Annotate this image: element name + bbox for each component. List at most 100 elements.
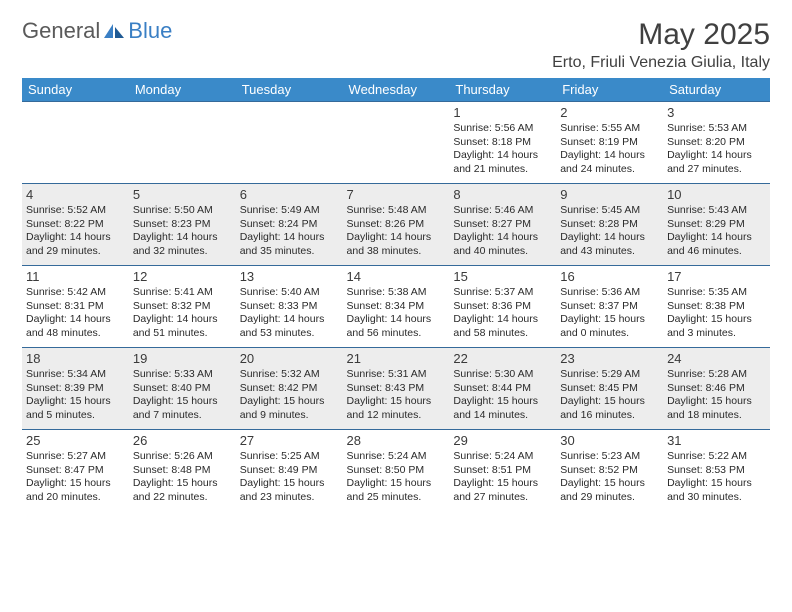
day-info: Sunrise: 5:30 AMSunset: 8:44 PMDaylight:… (453, 368, 552, 423)
weekday-header-row: SundayMondayTuesdayWednesdayThursdayFrid… (22, 78, 770, 102)
day-info: Sunrise: 5:29 AMSunset: 8:45 PMDaylight:… (560, 368, 659, 423)
calendar-cell: 15Sunrise: 5:37 AMSunset: 8:36 PMDayligh… (449, 266, 556, 348)
weekday-header: Thursday (449, 78, 556, 102)
day-info: Sunrise: 5:24 AMSunset: 8:50 PMDaylight:… (347, 450, 446, 505)
calendar-cell: 27 Sunrise: 5:25 AMSunset: 8:49 PMDayligh… (236, 430, 343, 512)
day-number: 9 (560, 187, 659, 202)
day-info: Sunrise: 5:43 AMSunset: 8:29 PMDaylight:… (667, 204, 766, 259)
day-number: 6 (240, 187, 339, 202)
day-info: Sunrise: 5:26 AMSunset: 8:48 PMDaylight:… (133, 450, 232, 505)
day-info: Sunrise: 5:50 AMSunset: 8:23 PMDaylight:… (133, 204, 232, 259)
calendar-cell: 29 Sunrise: 5:24 AMSunset: 8:51 PMDayligh… (449, 430, 556, 512)
calendar-cell: 23 Sunrise: 5:29 AMSunset: 8:45 PMDayligh… (556, 348, 663, 430)
day-number: 19 (133, 351, 232, 366)
weekday-header: Wednesday (343, 78, 450, 102)
day-number: 11 (26, 269, 125, 284)
calendar-cell: 4 Sunrise: 5:52 AMSunset: 8:22 PMDaylight… (22, 184, 129, 266)
calendar-cell (236, 102, 343, 184)
calendar-cell: 12 Sunrise: 5:41 AMSunset: 8:32 PMDayligh… (129, 266, 236, 348)
location-text: Erto, Friuli Venezia Giulia, Italy (552, 54, 770, 72)
day-number: 27 (240, 433, 339, 448)
day-number: 1 (453, 105, 552, 120)
calendar-row: 11 Sunrise: 5:42 AMSunset: 8:31 PMDayligh… (22, 266, 770, 348)
day-number: 16 (560, 269, 659, 284)
day-number: 31 (667, 433, 766, 448)
header: General Blue May 2025 Erto, Friuli Venez… (22, 18, 770, 72)
day-info: Sunrise: 5:35 AMSunset: 8:38 PMDaylight:… (667, 286, 766, 341)
day-number: 24 (667, 351, 766, 366)
day-number: 3 (667, 105, 766, 120)
calendar-cell: 21 Sunrise: 5:31 AMSunset: 8:43 PMDayligh… (343, 348, 450, 430)
logo-text-blue: Blue (128, 18, 172, 43)
day-number: 18 (26, 351, 125, 366)
day-info: Sunrise: 5:22 AMSunset: 8:53 PMDaylight:… (667, 450, 766, 505)
day-number: 10 (667, 187, 766, 202)
weekday-header: Friday (556, 78, 663, 102)
calendar-cell: 22 Sunrise: 5:30 AMSunset: 8:44 PMDayligh… (449, 348, 556, 430)
day-number: 29 (453, 433, 552, 448)
calendar-cell: 8Sunrise: 5:46 AMSunset: 8:27 PMDaylight… (449, 184, 556, 266)
calendar-row: 18Sunrise: 5:34 AMSunset: 8:39 PMDayligh… (22, 348, 770, 430)
title-block: May 2025 Erto, Friuli Venezia Giulia, It… (552, 18, 770, 72)
calendar-cell: 14Sunrise: 5:38 AMSunset: 8:34 PMDayligh… (343, 266, 450, 348)
day-info: Sunrise: 5:23 AMSunset: 8:52 PMDaylight:… (560, 450, 659, 505)
day-number: 28 (347, 433, 446, 448)
logo-sail-icon (102, 22, 126, 40)
calendar-cell (22, 102, 129, 184)
calendar-cell: 5 Sunrise: 5:50 AMSunset: 8:23 PMDaylight… (129, 184, 236, 266)
calendar-row: 1 Sunrise: 5:56 AMSunset: 8:18 PMDaylight… (22, 102, 770, 184)
calendar-cell: 24Sunrise: 5:28 AMSunset: 8:46 PMDayligh… (663, 348, 770, 430)
day-number: 4 (26, 187, 125, 202)
logo-text-general: General (22, 18, 100, 44)
day-number: 22 (453, 351, 552, 366)
weekday-header: Monday (129, 78, 236, 102)
day-info: Sunrise: 5:49 AMSunset: 8:24 PMDaylight:… (240, 204, 339, 259)
calendar-cell: 2 Sunrise: 5:55 AMSunset: 8:19 PMDaylight… (556, 102, 663, 184)
calendar-row: 25 Sunrise: 5:27 AMSunset: 8:47 PMDayligh… (22, 430, 770, 512)
calendar-row: 4 Sunrise: 5:52 AMSunset: 8:22 PMDaylight… (22, 184, 770, 266)
calendar-cell: 11 Sunrise: 5:42 AMSunset: 8:31 PMDayligh… (22, 266, 129, 348)
day-info: Sunrise: 5:55 AMSunset: 8:19 PMDaylight:… (560, 122, 659, 177)
day-info: Sunrise: 5:41 AMSunset: 8:32 PMDaylight:… (133, 286, 232, 341)
day-number: 23 (560, 351, 659, 366)
day-number: 13 (240, 269, 339, 284)
calendar-body: 1 Sunrise: 5:56 AMSunset: 8:18 PMDaylight… (22, 102, 770, 512)
page-title: May 2025 (552, 18, 770, 52)
logo: General Blue (22, 18, 172, 44)
day-number: 2 (560, 105, 659, 120)
day-number: 20 (240, 351, 339, 366)
calendar-cell: 28 Sunrise: 5:24 AMSunset: 8:50 PMDayligh… (343, 430, 450, 512)
weekday-header: Saturday (663, 78, 770, 102)
day-info: Sunrise: 5:25 AMSunset: 8:49 PMDaylight:… (240, 450, 339, 505)
weekday-header: Tuesday (236, 78, 343, 102)
calendar-cell: 18Sunrise: 5:34 AMSunset: 8:39 PMDayligh… (22, 348, 129, 430)
day-number: 15 (453, 269, 552, 284)
day-number: 30 (560, 433, 659, 448)
calendar-cell: 7 Sunrise: 5:48 AMSunset: 8:26 PMDaylight… (343, 184, 450, 266)
day-info: Sunrise: 5:48 AMSunset: 8:26 PMDaylight:… (347, 204, 446, 259)
day-number: 25 (26, 433, 125, 448)
day-info: Sunrise: 5:56 AMSunset: 8:18 PMDaylight:… (453, 122, 552, 177)
day-info: Sunrise: 5:42 AMSunset: 8:31 PMDaylight:… (26, 286, 125, 341)
calendar-cell: 6 Sunrise: 5:49 AMSunset: 8:24 PMDaylight… (236, 184, 343, 266)
day-number: 21 (347, 351, 446, 366)
calendar-cell: 26 Sunrise: 5:26 AMSunset: 8:48 PMDayligh… (129, 430, 236, 512)
calendar-table: SundayMondayTuesdayWednesdayThursdayFrid… (22, 78, 770, 512)
day-number: 5 (133, 187, 232, 202)
day-info: Sunrise: 5:53 AMSunset: 8:20 PMDaylight:… (667, 122, 766, 177)
day-number: 7 (347, 187, 446, 202)
calendar-cell: 3 Sunrise: 5:53 AMSunset: 8:20 PMDaylight… (663, 102, 770, 184)
weekday-header: Sunday (22, 78, 129, 102)
day-number: 14 (347, 269, 446, 284)
day-number: 26 (133, 433, 232, 448)
day-info: Sunrise: 5:31 AMSunset: 8:43 PMDaylight:… (347, 368, 446, 423)
day-info: Sunrise: 5:24 AMSunset: 8:51 PMDaylight:… (453, 450, 552, 505)
day-info: Sunrise: 5:52 AMSunset: 8:22 PMDaylight:… (26, 204, 125, 259)
day-number: 8 (453, 187, 552, 202)
day-info: Sunrise: 5:32 AMSunset: 8:42 PMDaylight:… (240, 368, 339, 423)
calendar-cell: 17 Sunrise: 5:35 AMSunset: 8:38 PMDayligh… (663, 266, 770, 348)
day-number: 17 (667, 269, 766, 284)
calendar-cell: 13Sunrise: 5:40 AMSunset: 8:33 PMDayligh… (236, 266, 343, 348)
day-info: Sunrise: 5:27 AMSunset: 8:47 PMDaylight:… (26, 450, 125, 505)
day-number: 12 (133, 269, 232, 284)
